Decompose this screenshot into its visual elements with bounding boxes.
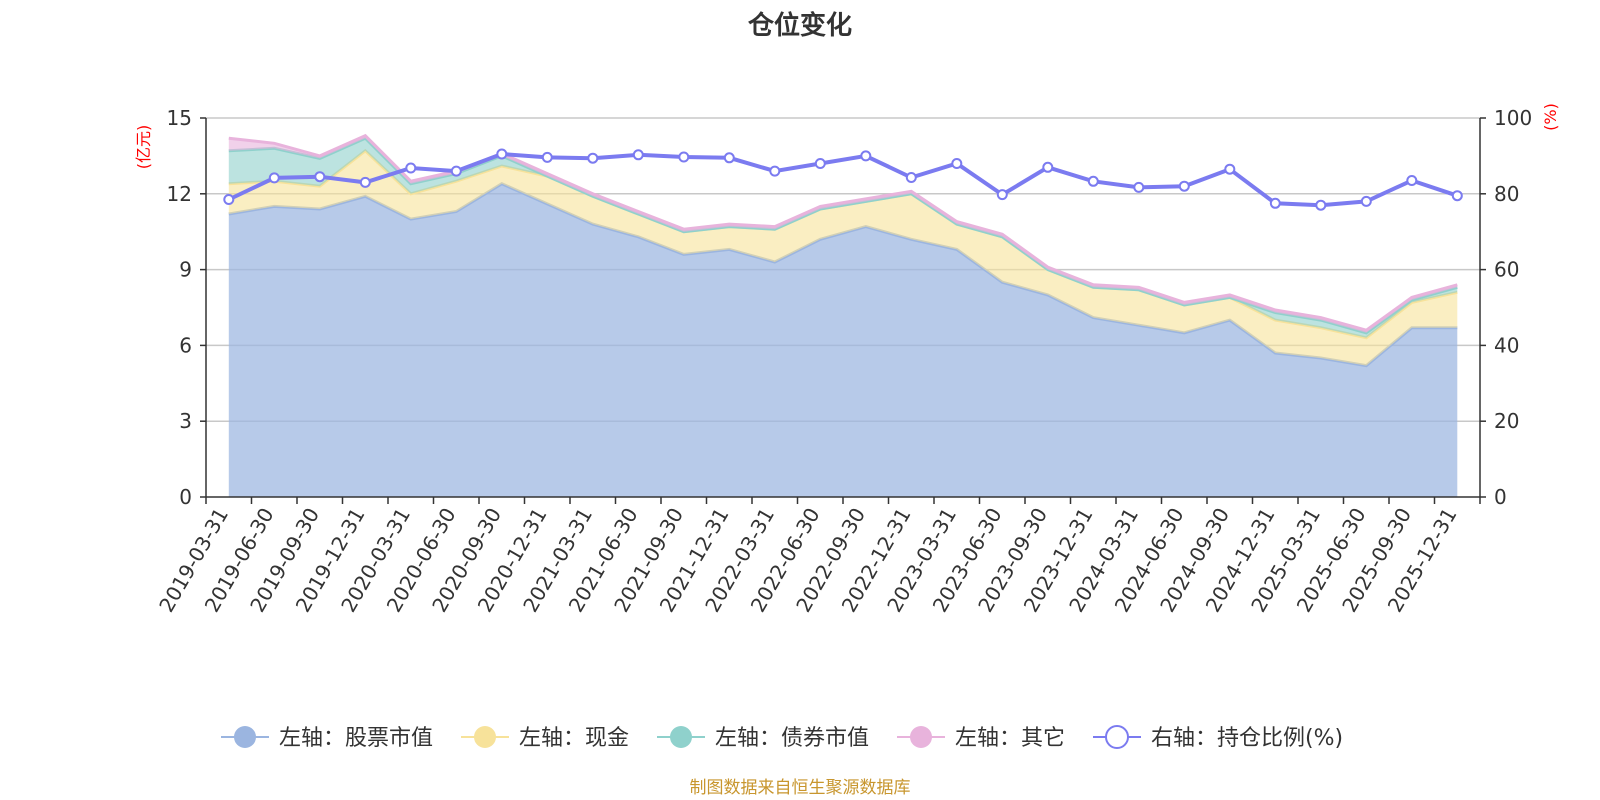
area-series-2: [228, 150, 1458, 366]
legend-marker-circle: [1105, 725, 1129, 749]
holding-ratio-point: [450, 165, 462, 177]
holding-ratio-point: [405, 162, 417, 174]
holding-ratio-point: [541, 151, 553, 163]
holding-ratio-point: [769, 165, 781, 177]
holding-ratio-point: [996, 189, 1008, 201]
holding-ratio-point: [223, 194, 235, 205]
left-tick-label: 6: [179, 333, 192, 357]
chart-title: 仓位变化: [747, 10, 852, 41]
left-tick-label: 9: [179, 258, 192, 282]
holding-ratio-point: [1178, 180, 1190, 192]
legend: 左轴：股票市值 左轴：现金 左轴：债券市值 左轴：其它 右轴：持仓比例(%): [221, 725, 1343, 751]
holding-ratio-point: [1133, 181, 1145, 193]
right-tick-label: 100: [1494, 106, 1532, 130]
area-series-1: [228, 183, 1458, 497]
holding-ratio-point: [723, 152, 735, 164]
legend-marker-circle: [910, 726, 932, 748]
right-tick-label: 20: [1494, 409, 1519, 433]
right-axis-unit: (%): [1541, 103, 1560, 131]
right-tick-label: 40: [1494, 333, 1519, 357]
holding-ratio-point: [951, 158, 963, 169]
holding-ratio-point: [1042, 161, 1054, 173]
holding-ratio-line: [223, 148, 1463, 211]
legend-label: 左轴：现金: [519, 726, 629, 751]
left-tick-label: 12: [167, 182, 192, 206]
holding-ratio-point: [268, 172, 280, 184]
legend-label: 左轴：债券市值: [715, 726, 869, 751]
legend-marker-circle: [234, 726, 256, 748]
holding-ratio-point: [1087, 175, 1099, 187]
holding-ratio-path: [227, 151, 1458, 208]
legend-label: 左轴：其它: [955, 726, 1065, 751]
holding-ratio-point: [496, 148, 508, 160]
data-source-note: 制图数据来自恒生聚源数据库: [690, 778, 911, 798]
right-tick-label: 0: [1494, 485, 1507, 509]
stacked-areas: [228, 133, 1458, 497]
left-tick-label: 3: [179, 409, 192, 433]
right-tick-label: 80: [1494, 182, 1519, 206]
holding-ratio-point: [314, 171, 326, 183]
area-series-4-edge: [228, 133, 1458, 332]
area-series-3: [228, 138, 1458, 338]
holding-ratio-point: [632, 149, 644, 161]
holding-ratio-point: [1224, 163, 1236, 175]
holding-ratio-point: [1406, 175, 1418, 186]
holding-ratio-point: [905, 172, 917, 183]
right-tick-label: 60: [1494, 258, 1519, 282]
holding-ratio-point: [587, 152, 599, 164]
legend-label: 左轴：股票市值: [279, 726, 433, 751]
holding-ratio-point: [359, 176, 371, 188]
holding-ratio-point: [814, 158, 826, 169]
holding-ratio-point: [1269, 197, 1281, 209]
left-tick-label: 15: [167, 106, 192, 130]
legend-marker-circle: [670, 726, 692, 748]
left-axis-unit: (亿元): [134, 125, 153, 170]
holding-ratio-point: [1315, 199, 1327, 211]
left-tick-label: 0: [179, 485, 192, 509]
holding-ratio-point: [860, 150, 872, 162]
holding-ratio-point: [1360, 195, 1372, 207]
legend-marker-circle: [474, 726, 496, 748]
legend-label: 右轴：持仓比例(%): [1151, 726, 1343, 751]
holding-ratio-point: [678, 151, 690, 163]
holding-ratio-point: [1451, 190, 1463, 202]
